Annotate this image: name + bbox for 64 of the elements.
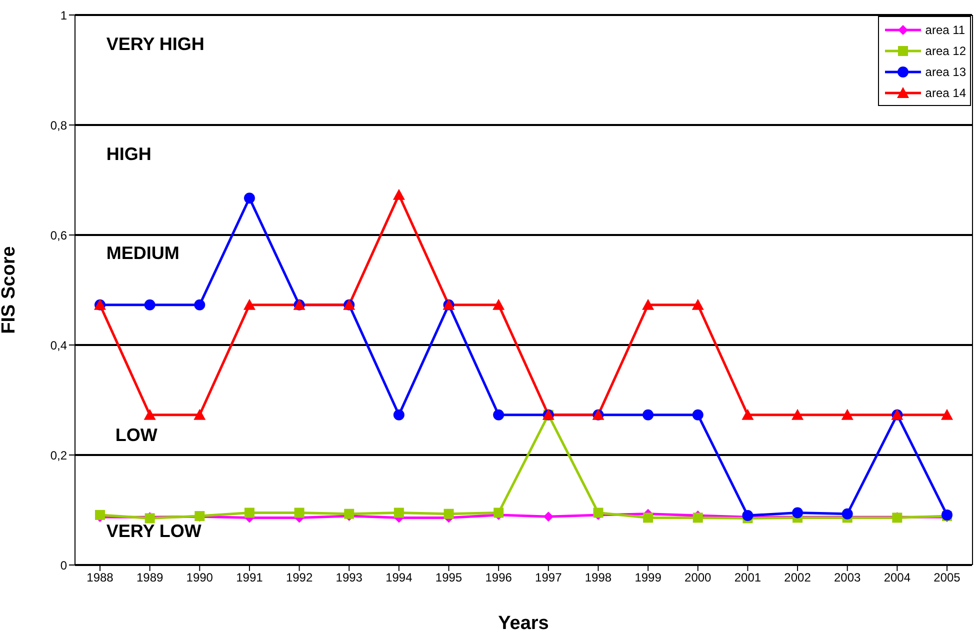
point: [294, 508, 304, 518]
point: [244, 192, 255, 204]
x-tick-label: 1989: [136, 570, 164, 585]
point: [144, 299, 156, 310]
x-tick-label: 1993: [336, 570, 363, 585]
x-tick-label: 1988: [86, 570, 114, 585]
point: [692, 409, 704, 420]
x-tick-label: 2000: [684, 570, 712, 585]
legend-label: area 11: [925, 22, 966, 36]
point: [692, 298, 704, 310]
point: [194, 299, 206, 310]
y-axis-title: FIS Score: [0, 246, 20, 334]
x-axis-title: Years: [498, 613, 549, 634]
legend-label: area 14: [925, 86, 966, 100]
x-tick-label: 1992: [286, 570, 313, 585]
point: [194, 408, 206, 420]
y-tick-label: 0,2: [50, 448, 68, 462]
point: [642, 409, 654, 420]
x-tick-label: 2001: [734, 570, 762, 585]
annotation: VERY HIGH: [106, 34, 204, 56]
x-tick-label: 1996: [485, 570, 512, 585]
x-tick-label: 2004: [884, 570, 911, 585]
y-tick-label: 1: [60, 8, 68, 22]
x-tick-label: 1995: [435, 570, 462, 585]
point: [792, 408, 804, 420]
y-tick-label: 0,4: [50, 338, 68, 352]
y-tick-label: 0,6: [50, 228, 68, 242]
point: [244, 508, 254, 518]
point: [144, 408, 156, 420]
x-tick-label: 1998: [584, 570, 612, 585]
point: [493, 409, 504, 420]
x-tick-label: 2002: [784, 570, 812, 585]
point: [344, 508, 354, 519]
x-tick-label: 2003: [834, 570, 862, 585]
annotation: MEDIUM: [106, 243, 180, 264]
point: [742, 408, 754, 420]
point: [941, 408, 953, 420]
point: [492, 298, 505, 310]
point: [543, 512, 554, 522]
point: [692, 512, 703, 523]
point: [792, 507, 804, 518]
annotation: LOW: [115, 424, 158, 446]
y-tick-label: 0,8: [50, 118, 68, 132]
point: [243, 298, 256, 310]
legend-label: area 12: [925, 44, 966, 58]
point: [643, 512, 654, 523]
x-tick-label: 1991: [236, 570, 264, 585]
point: [394, 508, 404, 518]
point: [842, 508, 853, 520]
point: [392, 188, 405, 200]
x-tick-label: 1997: [535, 570, 562, 585]
point: [841, 408, 854, 420]
x-tick-label: 2005: [934, 570, 961, 585]
x-tick-label: 1994: [386, 570, 413, 585]
point: [95, 510, 105, 520]
annotation: VERY LOW: [106, 521, 202, 542]
y-tick-label: 0: [60, 558, 68, 572]
legend-label: area 13: [925, 64, 966, 78]
x-tick-label: 1999: [634, 570, 662, 585]
annotation: HIGH: [106, 144, 152, 166]
point: [393, 409, 404, 420]
point: [642, 298, 654, 310]
point: [444, 508, 454, 519]
x-tick-label: 1990: [186, 570, 214, 585]
